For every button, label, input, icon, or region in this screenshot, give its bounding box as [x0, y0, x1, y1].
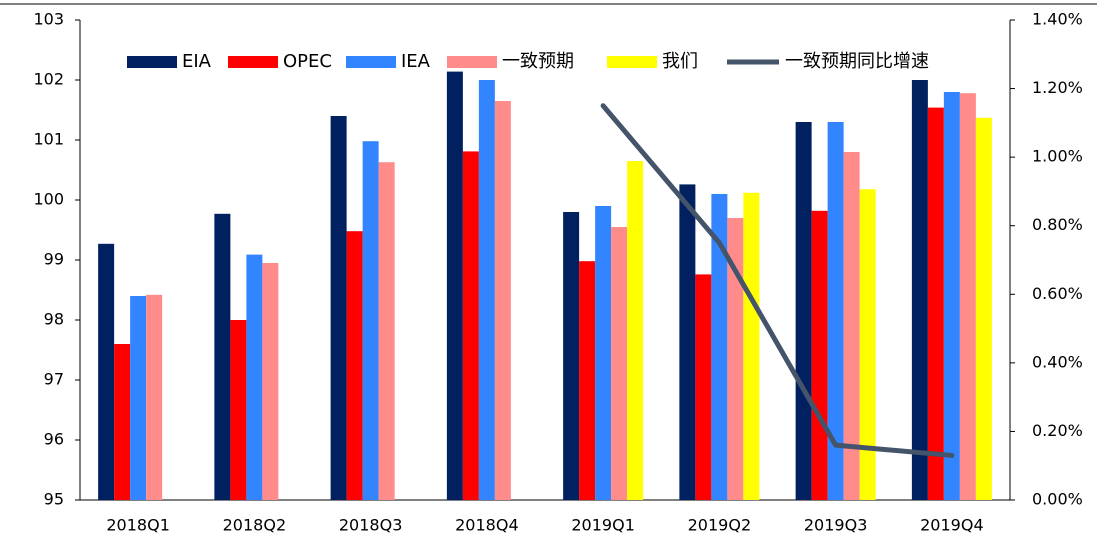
legend-label: OPEC — [283, 51, 332, 72]
bar — [146, 294, 163, 500]
bar — [727, 218, 744, 500]
bar — [214, 213, 231, 501]
legend-swatch — [607, 56, 657, 68]
legend-label: 我们 — [662, 51, 698, 72]
x-tick-label: 2019Q1 — [571, 516, 635, 535]
y2-tick-label: 0.00% — [1032, 490, 1083, 509]
bar — [827, 122, 844, 500]
y-tick-label: 98 — [44, 310, 64, 329]
y2-tick-label: 1.00% — [1032, 147, 1083, 166]
bar — [743, 192, 760, 501]
legend-swatch — [447, 56, 497, 68]
bar — [246, 254, 263, 500]
bar — [595, 206, 612, 500]
y2-tick-label: 0.40% — [1032, 352, 1083, 371]
bar — [927, 107, 944, 500]
y-tick-label: 103 — [33, 10, 64, 29]
bar — [98, 243, 115, 501]
x-tick-label: 2019Q3 — [804, 516, 868, 535]
bar — [346, 231, 363, 500]
legend-label: 一致预期同比增速 — [785, 51, 929, 72]
y-tick-label: 97 — [44, 370, 64, 389]
bar — [563, 212, 580, 500]
bar — [859, 189, 876, 500]
legend-label: EIA — [182, 51, 212, 72]
y-tick-label: 99 — [44, 250, 64, 269]
y2-tick-label: 1.40% — [1032, 10, 1083, 29]
y-tick-label: 100 — [33, 190, 64, 209]
bar — [843, 152, 860, 500]
legend-label: IEA — [401, 51, 431, 72]
x-tick-label: 2018Q2 — [223, 516, 287, 535]
bar — [362, 141, 379, 500]
legend-swatch — [127, 56, 177, 68]
bar — [959, 93, 976, 500]
bar — [695, 274, 712, 500]
legend-label: 一致预期 — [502, 51, 574, 72]
bar — [795, 122, 812, 500]
x-tick-label: 2019Q2 — [688, 516, 752, 535]
bar — [130, 296, 147, 500]
bar — [378, 162, 395, 500]
y-tick-label: 95 — [44, 490, 64, 509]
bar — [330, 116, 347, 500]
bar — [494, 101, 511, 500]
bar — [230, 320, 247, 500]
bar — [446, 71, 463, 500]
bar — [114, 344, 131, 500]
bar — [611, 227, 628, 500]
bar — [975, 117, 992, 501]
legend-swatch — [346, 56, 396, 68]
bar — [262, 263, 279, 500]
bar — [711, 194, 728, 500]
bar — [627, 161, 644, 500]
y2-tick-label: 0.20% — [1032, 421, 1083, 440]
y2-tick-label: 1.20% — [1032, 78, 1083, 97]
y2-tick-label: 0.60% — [1032, 284, 1083, 303]
legend-swatch — [228, 56, 278, 68]
x-tick-label: 2019Q4 — [920, 516, 984, 535]
bar — [811, 210, 828, 501]
bar — [943, 92, 960, 500]
line-series — [600, 103, 955, 458]
bar — [911, 80, 928, 500]
y-tick-label: 101 — [33, 130, 64, 149]
y-tick-label: 102 — [33, 70, 64, 89]
x-tick-label: 2018Q3 — [339, 516, 403, 535]
y2-tick-label: 0.80% — [1032, 215, 1083, 234]
x-tick-label: 2018Q4 — [455, 516, 519, 535]
y-tick-label: 96 — [44, 430, 64, 449]
bar — [462, 151, 479, 500]
bar — [478, 80, 495, 500]
bar — [579, 261, 596, 500]
x-tick-label: 2018Q1 — [106, 516, 170, 535]
bar — [679, 184, 696, 500]
